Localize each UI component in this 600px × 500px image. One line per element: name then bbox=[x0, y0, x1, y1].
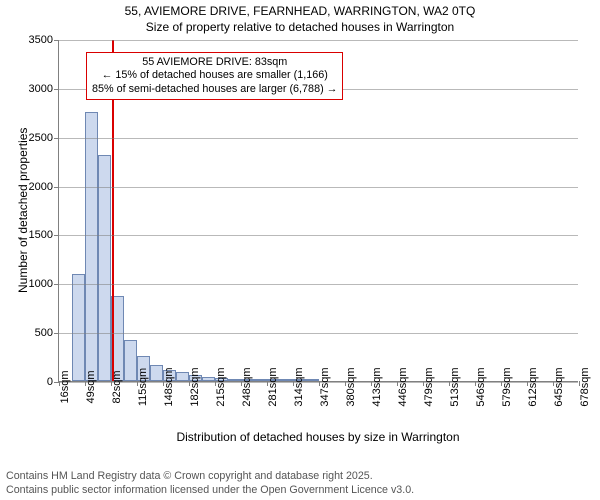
x-tick bbox=[371, 381, 372, 386]
x-tick-label: 347sqm bbox=[319, 367, 331, 406]
y-tick-label: 2000 bbox=[29, 181, 53, 193]
histogram-bar bbox=[306, 379, 319, 381]
x-tick bbox=[111, 381, 112, 386]
y-gridline bbox=[59, 333, 578, 334]
footer-line2: Contains public sector information licen… bbox=[6, 484, 414, 497]
x-tick bbox=[423, 381, 424, 386]
histogram-bar bbox=[280, 379, 293, 381]
histogram-bar bbox=[228, 379, 241, 381]
x-tick-label: 248sqm bbox=[241, 367, 253, 406]
annot-line3: 85% of semi-detached houses are larger (… bbox=[92, 83, 337, 96]
histogram-bar bbox=[202, 377, 215, 381]
x-tick bbox=[163, 381, 164, 386]
y-tick bbox=[54, 40, 59, 41]
y-tick-label: 0 bbox=[47, 376, 53, 388]
y-tick bbox=[54, 333, 59, 334]
x-tick bbox=[293, 381, 294, 386]
x-tick-label: 413sqm bbox=[371, 367, 383, 406]
x-tick-label: 182sqm bbox=[189, 367, 201, 406]
x-tick bbox=[553, 381, 554, 386]
y-tick bbox=[54, 187, 59, 188]
footer-line1: Contains HM Land Registry data © Crown c… bbox=[6, 470, 414, 483]
x-tick bbox=[85, 381, 86, 386]
x-tick-label: 513sqm bbox=[449, 367, 461, 406]
histogram-bar bbox=[98, 155, 111, 381]
y-gridline bbox=[59, 235, 578, 236]
x-tick bbox=[59, 381, 60, 386]
x-tick bbox=[501, 381, 502, 386]
y-gridline bbox=[59, 138, 578, 139]
title-line1: 55, AVIEMORE DRIVE, FEARNHEAD, WARRINGTO… bbox=[0, 4, 600, 20]
x-tick-label: 579sqm bbox=[501, 367, 513, 406]
x-tick bbox=[397, 381, 398, 386]
x-tick bbox=[267, 381, 268, 386]
y-tick-label: 500 bbox=[35, 327, 53, 339]
histogram-bar bbox=[85, 112, 98, 381]
histogram-bar bbox=[72, 274, 85, 381]
x-axis-label: Distribution of detached houses by size … bbox=[58, 430, 578, 444]
x-tick bbox=[215, 381, 216, 386]
x-tick bbox=[449, 381, 450, 386]
x-tick bbox=[319, 381, 320, 386]
annot-line2: ← 15% of detached houses are smaller (1,… bbox=[92, 69, 337, 82]
y-tick-label: 2500 bbox=[29, 132, 53, 144]
y-axis-label: Number of detached properties bbox=[16, 128, 30, 293]
histogram-bar bbox=[176, 372, 189, 381]
annotation-box: 55 AVIEMORE DRIVE: 83sqm ← 15% of detach… bbox=[86, 52, 343, 100]
histogram-bar bbox=[124, 340, 137, 381]
y-tick-label: 3000 bbox=[29, 83, 53, 95]
x-tick bbox=[579, 381, 580, 386]
chart-title: 55, AVIEMORE DRIVE, FEARNHEAD, WARRINGTO… bbox=[0, 0, 600, 35]
x-tick-label: 446sqm bbox=[397, 367, 409, 406]
histogram-bar bbox=[150, 365, 163, 381]
y-tick-label: 1500 bbox=[29, 229, 53, 241]
y-gridline bbox=[59, 40, 578, 41]
x-tick bbox=[527, 381, 528, 386]
y-tick bbox=[54, 235, 59, 236]
x-tick-label: 82sqm bbox=[111, 370, 123, 403]
y-tick bbox=[54, 284, 59, 285]
title-line2: Size of property relative to detached ho… bbox=[0, 20, 600, 36]
x-tick-label: 678sqm bbox=[579, 367, 591, 406]
y-gridline bbox=[59, 187, 578, 188]
x-tick-label: 16sqm bbox=[59, 370, 71, 403]
x-tick-label: 612sqm bbox=[527, 367, 539, 406]
x-tick bbox=[345, 381, 346, 386]
footer-attribution: Contains HM Land Registry data © Crown c… bbox=[6, 470, 414, 497]
annot-line1: 55 AVIEMORE DRIVE: 83sqm bbox=[92, 56, 337, 69]
x-tick bbox=[475, 381, 476, 386]
x-tick-label: 380sqm bbox=[345, 367, 357, 406]
x-tick-label: 479sqm bbox=[423, 367, 435, 406]
y-gridline bbox=[59, 284, 578, 285]
x-tick-label: 148sqm bbox=[163, 367, 175, 406]
x-tick-label: 215sqm bbox=[215, 367, 227, 406]
x-tick-label: 115sqm bbox=[137, 368, 149, 406]
x-tick bbox=[241, 381, 242, 386]
x-tick-label: 546sqm bbox=[475, 367, 487, 406]
x-tick-label: 645sqm bbox=[553, 367, 565, 406]
x-tick-label: 281sqm bbox=[267, 367, 279, 406]
x-tick-label: 49sqm bbox=[85, 370, 97, 403]
x-tick bbox=[189, 381, 190, 386]
y-tick bbox=[54, 138, 59, 139]
histogram-bar bbox=[254, 379, 267, 381]
x-tick bbox=[137, 381, 138, 386]
y-tick-label: 3500 bbox=[29, 34, 53, 46]
property-histogram-chart: 55, AVIEMORE DRIVE, FEARNHEAD, WARRINGTO… bbox=[0, 0, 600, 500]
y-tick-label: 1000 bbox=[29, 278, 53, 290]
x-tick-label: 314sqm bbox=[293, 367, 305, 406]
y-tick bbox=[54, 89, 59, 90]
